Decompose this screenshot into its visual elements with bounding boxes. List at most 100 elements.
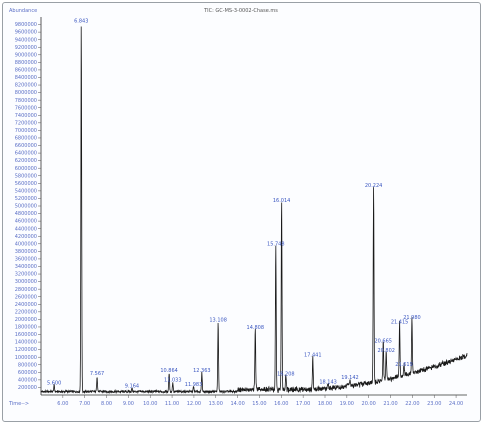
tic-trace <box>40 26 468 395</box>
peak-label: 13.108 <box>209 318 227 324</box>
y-tick-label: 7800000 <box>15 98 37 104</box>
y-tick-label: 5200000 <box>15 196 37 202</box>
y-tick-label: 7200000 <box>15 120 37 126</box>
peak-label: 6.843 <box>74 19 88 25</box>
y-tick-label: 3600000 <box>15 257 37 263</box>
y-tick-label: 600000 <box>18 370 37 376</box>
y-tick-label: 2800000 <box>15 287 37 293</box>
x-tick-label: 8.00 <box>101 401 112 407</box>
y-tick-label: 2000000 <box>15 317 37 323</box>
y-tick-label: 6600000 <box>15 143 37 149</box>
x-tick-label: 10.00 <box>143 401 157 407</box>
peak-label: 14.808 <box>247 325 265 331</box>
peak-label: 15.748 <box>267 242 285 248</box>
x-tick-label: 12.00 <box>187 401 201 407</box>
y-tick-label: 9600000 <box>15 30 37 36</box>
y-tick-label: 1200000 <box>15 347 37 353</box>
peak-label: 11.033 <box>164 377 182 383</box>
y-tick-label: 9200000 <box>15 45 37 51</box>
peak-label: 12.363 <box>193 368 211 374</box>
peak-label: 5.600 <box>47 380 61 386</box>
y-tick-label: 9800000 <box>15 22 37 28</box>
peak-label: 20.802 <box>377 348 395 354</box>
y-tick-label: 200000 <box>18 385 37 391</box>
y-tick-label: 7600000 <box>15 105 37 111</box>
peak-label: 16.208 <box>277 372 295 378</box>
x-tick-label: 23.00 <box>427 401 441 407</box>
peak-label: 20.224 <box>365 183 383 189</box>
x-tick-label: 20.00 <box>362 401 376 407</box>
x-tick-label: 22.00 <box>405 401 419 407</box>
y-tick-label: 1000000 <box>15 355 37 361</box>
axes: TIC: GC-MS-3-0002-Chase.ms Abundance Time-… <box>8 8 467 407</box>
y-tick-label: 3200000 <box>15 272 37 278</box>
x-axis-label: Time--> <box>8 401 29 407</box>
x-tick-label: 6.00 <box>57 401 68 407</box>
peak-label: 11.983 <box>185 382 203 388</box>
y-tick-label: 5600000 <box>15 181 37 187</box>
chart-title: TIC: GC-MS-3-0002-Chase.ms <box>203 8 278 14</box>
y-tick-label: 800000 <box>18 362 37 368</box>
peak-label: 19.142 <box>341 375 359 381</box>
y-tick-label: 3400000 <box>15 264 37 270</box>
peak-label: 17.441 <box>304 353 322 359</box>
peak-label: 21.415 <box>391 319 409 325</box>
y-tick-label: 5000000 <box>15 204 37 210</box>
x-tick-label: 18.00 <box>318 401 332 407</box>
peak-label: 21.619 <box>395 362 413 368</box>
y-tick-label: 5400000 <box>15 188 37 194</box>
y-tick-label: 4600000 <box>15 219 37 225</box>
y-tick-label: 2400000 <box>15 302 37 308</box>
y-tick-label: 4000000 <box>15 241 37 247</box>
y-tick-label: 3000000 <box>15 279 37 285</box>
y-tick-label: 6400000 <box>15 151 37 157</box>
y-tick-label: 6000000 <box>15 166 37 172</box>
x-tick-label: 13.00 <box>209 401 223 407</box>
y-tick-label: 6800000 <box>15 136 37 142</box>
y-axis-label: Abundance <box>9 8 37 14</box>
peak-label: 10.864 <box>160 368 178 374</box>
y-tick-label: 1800000 <box>15 325 37 331</box>
y-tick-label: 8200000 <box>15 83 37 89</box>
x-tick-label: 21.00 <box>383 401 397 407</box>
y-tick-label: 400000 <box>18 377 37 383</box>
peak-label: 18.143 <box>319 380 337 386</box>
y-tick-label: 1600000 <box>15 332 37 338</box>
y-tick-label: 2600000 <box>15 294 37 300</box>
peak-label: 16.014 <box>273 198 291 204</box>
y-tick-label: 7400000 <box>15 113 37 119</box>
y-tick-label: 9400000 <box>15 37 37 43</box>
x-tick-label: 9.00 <box>123 401 134 407</box>
x-tick-label: 19.00 <box>340 401 354 407</box>
y-tick-label: 8000000 <box>15 90 37 96</box>
y-tick-label: 3800000 <box>15 249 37 255</box>
y-tick-label: 5800000 <box>15 173 37 179</box>
y-tick-label: 4800000 <box>15 211 37 217</box>
x-tick-label: 16.00 <box>274 401 288 407</box>
y-tick-label: 1400000 <box>15 340 37 346</box>
y-tick-label: 9000000 <box>15 52 37 58</box>
y-tick-label: 4400000 <box>15 226 37 232</box>
x-tick-label: 7.00 <box>79 401 90 407</box>
y-tick-label: 2200000 <box>15 309 37 315</box>
x-tick-label: 11.00 <box>165 401 179 407</box>
chromatogram-chart: TIC: GC-MS-3-0002-Chase.ms Abundance Time-… <box>8 8 468 407</box>
x-tick-label: 14.00 <box>230 401 244 407</box>
peak-label: 9.164 <box>125 384 139 390</box>
y-tick-label: 8600000 <box>15 68 37 74</box>
trace-layer <box>40 26 468 395</box>
y-tick-label: 8400000 <box>15 75 37 81</box>
y-tick-label: 4200000 <box>15 234 37 240</box>
x-tick-label: 15.00 <box>252 401 266 407</box>
x-tick-label: 24.00 <box>449 401 463 407</box>
y-tick-label: 7000000 <box>15 128 37 134</box>
y-tick-label: 8800000 <box>15 60 37 66</box>
peak-label: 21.980 <box>403 315 421 321</box>
peak-label: 7.567 <box>90 371 104 377</box>
y-tick-label: 6200000 <box>15 158 37 164</box>
peak-label: 20.665 <box>374 339 392 345</box>
x-tick-label: 17.00 <box>296 401 310 407</box>
